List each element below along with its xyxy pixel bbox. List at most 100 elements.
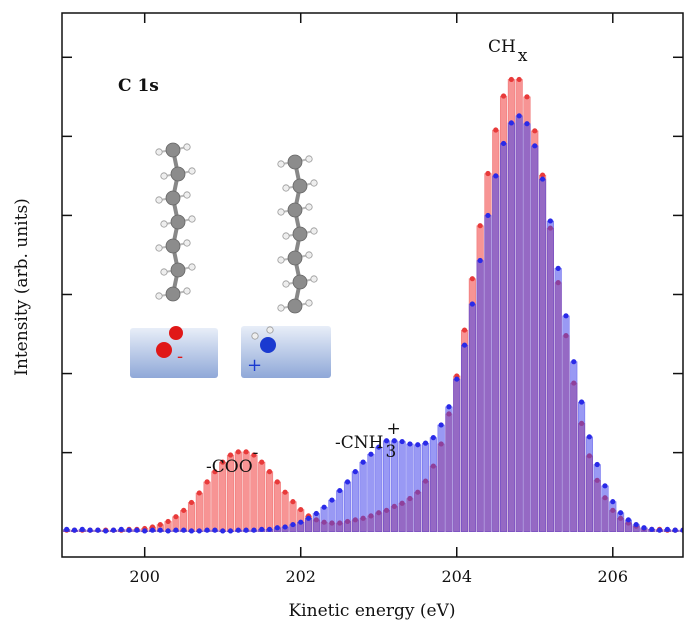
data-point [110, 527, 117, 533]
carbon [287, 202, 303, 218]
data-point [539, 172, 546, 178]
bar [406, 443, 414, 532]
data-point [516, 76, 522, 83]
data-point [617, 510, 624, 516]
hydrogen [251, 332, 259, 340]
bar [546, 220, 554, 532]
hydrogen [155, 196, 163, 204]
data-point [204, 479, 210, 485]
data-point [508, 120, 514, 126]
oxygen [169, 326, 183, 340]
data-point [485, 212, 491, 219]
data-point [157, 527, 163, 533]
hydrogen [160, 220, 168, 228]
carbon [170, 166, 186, 182]
data-point [204, 527, 210, 533]
data-point [360, 459, 366, 465]
bar [398, 441, 406, 532]
data-point [376, 444, 382, 450]
hydrogen [183, 239, 191, 247]
data-point [500, 140, 507, 147]
hydrogen [266, 326, 274, 334]
data-point [485, 170, 491, 177]
hydrogen [277, 304, 285, 312]
data-point [516, 113, 522, 119]
data-point [547, 218, 553, 224]
hydrogen [310, 275, 318, 283]
bar [617, 512, 625, 532]
plot-area [63, 76, 683, 534]
data-point [407, 441, 413, 447]
bar [570, 361, 578, 532]
bar [562, 315, 570, 532]
data-point [344, 479, 351, 485]
bar [585, 436, 593, 532]
bar [531, 145, 539, 532]
hydrogen [282, 280, 290, 288]
bar [445, 406, 453, 532]
carbon [170, 214, 186, 230]
data-point [469, 276, 475, 282]
bar [258, 461, 266, 532]
data-point [134, 527, 140, 533]
data-point [469, 301, 475, 307]
data-point [633, 521, 639, 528]
annotation: -CNH [335, 433, 383, 453]
hydrogen [160, 172, 168, 180]
data-point [524, 121, 530, 127]
bar [484, 215, 492, 532]
annotation-text: -CNH [335, 433, 383, 453]
data-point [602, 483, 608, 489]
hydrogen [305, 155, 313, 163]
annotation-text: -COO [206, 457, 253, 477]
nitrogen [260, 337, 276, 353]
data-point [220, 528, 226, 534]
hydrogen [310, 179, 318, 187]
data-point [149, 527, 156, 533]
carbon [170, 262, 186, 278]
carbon [165, 286, 181, 302]
data-point [196, 528, 202, 534]
data-point [594, 461, 600, 468]
bar [460, 344, 469, 532]
bar [359, 461, 367, 532]
data-point [243, 449, 249, 455]
data-point [625, 517, 631, 523]
carbon [165, 238, 181, 254]
annotation-sup: + [386, 419, 400, 439]
data-point [454, 376, 460, 382]
x-tick-label: 204 [441, 567, 472, 586]
inset-label: + [247, 355, 262, 376]
bar [429, 437, 437, 532]
data-point [664, 526, 670, 532]
bar [476, 260, 484, 532]
annotation-text: CH [488, 37, 516, 57]
hydrogen [277, 256, 285, 264]
plot-frame [61, 12, 684, 558]
data-point [329, 497, 335, 503]
data-point [181, 507, 187, 513]
bar [320, 506, 328, 532]
hydrogen [277, 160, 285, 168]
hydrogen [183, 287, 191, 295]
hydrogen [160, 268, 168, 276]
hydrogen [305, 299, 313, 307]
x-tick-label: 200 [129, 567, 160, 586]
hydrogen [155, 292, 163, 300]
data-point [571, 359, 577, 365]
data-point [212, 527, 218, 533]
bar [453, 378, 461, 532]
hydrogen [282, 184, 290, 192]
data-point [126, 527, 132, 533]
data-point [142, 528, 148, 534]
data-point [391, 438, 397, 444]
panel-label: C 1s [118, 76, 159, 96]
annotation-sup: - [253, 443, 259, 463]
data-point [188, 499, 195, 506]
bar [515, 115, 523, 532]
data-point [438, 422, 444, 428]
data-point [298, 519, 304, 525]
data-point [641, 525, 647, 531]
data-point [220, 459, 226, 465]
